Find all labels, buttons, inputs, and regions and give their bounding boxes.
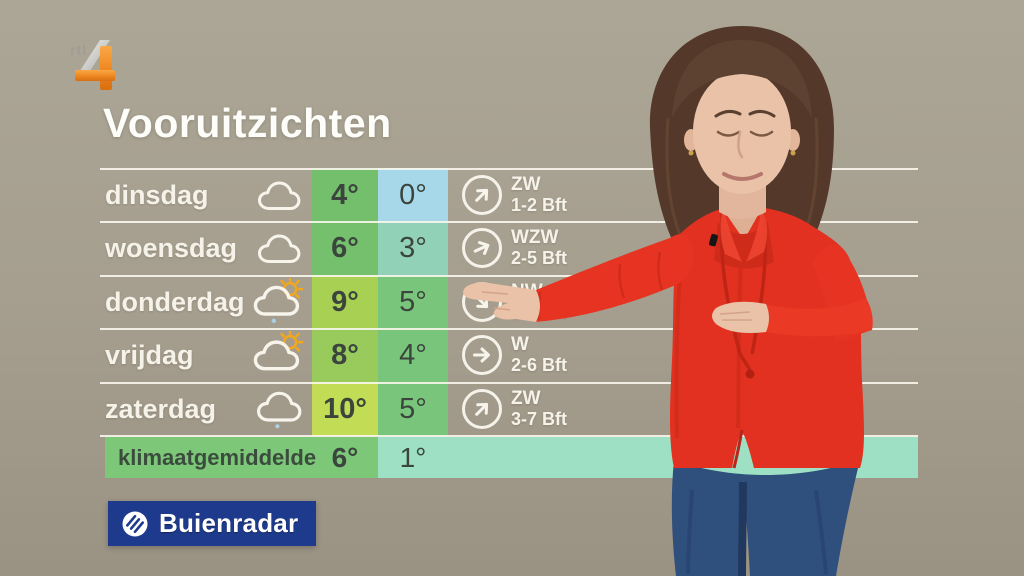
max-temp: 4° [312,168,378,222]
wind-direction-icon [462,175,502,215]
drizzle-drop [275,424,280,429]
logo-4-horizontal [75,70,115,81]
buienradar-logo: Buienradar [108,501,317,546]
min-temp: 0° [378,168,448,222]
rtl-text: rtl [70,42,87,58]
wind-direction-icon [462,389,502,429]
wind-force: 2-5 Bft [511,248,568,268]
separator-line [100,435,918,437]
min-temp: 4° [378,328,448,382]
sun-cloud-drizzle-icon [246,275,312,329]
logo-4-vertical [100,46,112,90]
wind-direction-icon [462,228,502,268]
drizzle-drop [271,318,277,324]
presenter-jeans [671,460,860,576]
separator-line [100,275,918,277]
wind-direction: WZW [511,227,559,248]
wind-direction-icon [462,335,502,375]
wind-force: 2-6 Bft [511,355,568,375]
wind-direction: ZW [511,388,541,409]
day-label: woensdag [105,232,238,263]
max-temp: 9° [312,275,378,329]
wind-info: ZW 3-7 Bft [462,382,567,436]
min-temp: 5° [378,382,448,436]
cloud-drizzle-icon [246,382,312,436]
day-label: donderdag [105,286,245,317]
blazer-button [745,369,755,379]
separator-line [100,328,918,330]
wind-info: W 2-6 Bft [462,328,567,382]
max-temp: 10° [312,382,378,436]
separator-line [100,168,918,170]
day-label: dinsdag [105,179,209,210]
wind-info: ZW 1-2 Bft [462,168,567,222]
max-temp: 8° [312,328,378,382]
forecast-row-vrijdag: vrijdag 8° 4° W 2-6 Bft [0,328,1024,382]
presenter-pointing-hand [463,282,540,322]
wind-direction: ZW [511,174,541,195]
earring [790,150,796,156]
presenter-right-hand [712,301,769,333]
separator-line [100,221,918,223]
rtl4-logo: rtl [70,40,115,90]
closed-eyes [716,130,774,137]
day-label: vrijdag [105,339,194,370]
min-temp: 5° [378,275,448,329]
climate-min-temp: 1° [399,441,427,473]
buienradar-icon [122,511,148,536]
presenter-face [693,70,791,194]
separator-line [100,382,918,384]
wind-direction: W [511,334,529,355]
forecast-row-woensdag: woensdag 6° 3° WZW 2-5 Bft [0,221,1024,275]
sun-rays [280,331,304,352]
earring [688,150,694,156]
climate-average-row: klimaatgemiddelde 6° [105,437,378,478]
climate-max-temp: 6° [331,441,359,473]
wind-info: WZW 2-5 Bft [462,221,567,275]
sun-cloud-icon [246,328,312,382]
buienradar-text: Buienradar [159,508,299,538]
min-temp: 3° [378,221,448,275]
forecast-row-dinsdag: dinsdag 4° 0° ZW 1-2 Bft [0,168,1024,222]
climate-label: klimaatgemiddelde [118,444,317,470]
cloud-icon [246,168,312,222]
day-label: zaterdag [105,393,217,424]
presenter-blazer [670,206,864,468]
presenter-pointing-arm [534,234,694,322]
wind-force: 3-7 Bft [511,409,568,429]
cloud-icon [246,221,312,275]
forecast-row-zaterdag: zaterdag 10° 5° ZW 3-7 Bft [0,382,1024,436]
page-title: Vooruitzichten [103,100,392,146]
wind-force: 1-2 Bft [511,195,568,215]
sun-rays [280,278,304,299]
presenter [463,26,873,576]
microphone-clip [708,233,718,247]
max-temp: 6° [312,221,378,275]
